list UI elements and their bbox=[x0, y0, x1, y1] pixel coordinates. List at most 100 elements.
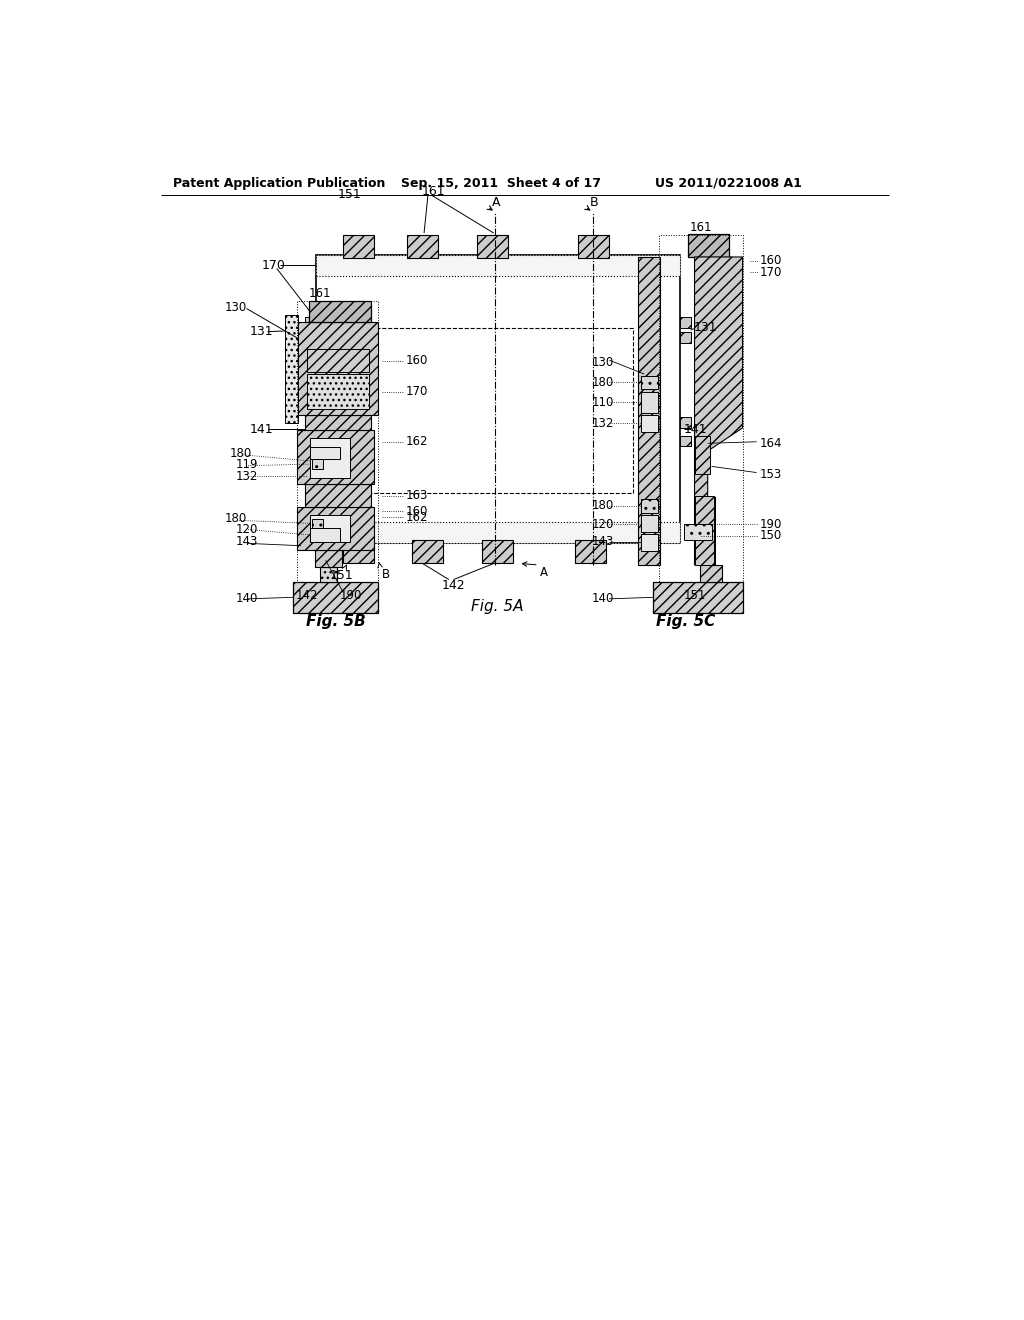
Bar bbox=[286, 314, 298, 422]
Text: 120: 120 bbox=[236, 523, 258, 536]
Text: 160: 160 bbox=[760, 255, 782, 268]
Bar bbox=[315, 521, 680, 544]
Text: 110: 110 bbox=[592, 396, 613, 409]
Polygon shape bbox=[694, 257, 742, 565]
Bar bbox=[694, 436, 710, 474]
Bar bbox=[305, 436, 315, 446]
Text: 151: 151 bbox=[330, 569, 353, 582]
Text: 140: 140 bbox=[236, 593, 258, 606]
Bar bbox=[641, 392, 658, 412]
Bar bbox=[307, 350, 369, 372]
Bar bbox=[343, 540, 374, 564]
Text: 130: 130 bbox=[225, 301, 247, 314]
Text: 180: 180 bbox=[592, 376, 613, 389]
Bar bbox=[482, 540, 513, 564]
Bar bbox=[680, 333, 690, 343]
Bar bbox=[641, 376, 658, 389]
Text: 170: 170 bbox=[406, 385, 428, 399]
Bar bbox=[311, 459, 323, 469]
Bar bbox=[343, 235, 374, 257]
Text: 161: 161 bbox=[690, 222, 713, 234]
Bar bbox=[315, 255, 680, 544]
Bar bbox=[293, 582, 378, 612]
Bar bbox=[641, 535, 658, 552]
Text: Fig. 5A: Fig. 5A bbox=[471, 599, 524, 614]
Text: 162: 162 bbox=[406, 511, 428, 524]
Bar bbox=[315, 255, 680, 276]
Text: 153: 153 bbox=[760, 467, 782, 480]
Text: 164: 164 bbox=[760, 437, 782, 450]
Text: 130: 130 bbox=[592, 356, 613, 370]
Bar bbox=[297, 507, 375, 549]
Text: 190: 190 bbox=[760, 517, 782, 531]
Bar bbox=[297, 301, 378, 582]
Text: 142: 142 bbox=[296, 589, 318, 602]
Text: 180: 180 bbox=[592, 499, 613, 512]
Text: 170: 170 bbox=[760, 265, 782, 279]
Bar bbox=[305, 417, 315, 428]
Text: 132: 132 bbox=[592, 417, 613, 430]
Bar bbox=[305, 333, 315, 343]
Bar bbox=[310, 438, 349, 478]
Text: 120: 120 bbox=[592, 517, 613, 531]
Text: 143: 143 bbox=[592, 536, 613, 548]
Bar bbox=[362, 327, 633, 494]
Bar bbox=[658, 235, 742, 582]
Bar bbox=[297, 430, 375, 484]
Text: 132: 132 bbox=[236, 470, 258, 483]
Text: 131: 131 bbox=[250, 325, 273, 338]
Text: 141: 141 bbox=[250, 422, 273, 436]
Bar bbox=[477, 235, 508, 257]
Text: 160: 160 bbox=[406, 504, 428, 517]
Text: 151: 151 bbox=[337, 187, 361, 201]
Bar bbox=[641, 414, 658, 432]
Text: 163: 163 bbox=[406, 490, 428, 502]
Text: US 2011/0221008 A1: US 2011/0221008 A1 bbox=[655, 177, 802, 190]
Bar bbox=[575, 540, 606, 564]
Bar bbox=[684, 524, 712, 540]
Bar bbox=[688, 234, 729, 257]
Bar bbox=[638, 257, 659, 565]
Bar bbox=[321, 566, 337, 582]
Bar bbox=[680, 417, 690, 428]
Text: 180: 180 bbox=[225, 512, 247, 525]
Text: 151: 151 bbox=[683, 589, 706, 602]
Text: B: B bbox=[381, 568, 389, 581]
Text: B: B bbox=[590, 195, 598, 209]
Text: 142: 142 bbox=[441, 579, 465, 593]
Text: 150: 150 bbox=[760, 529, 782, 543]
Text: A: A bbox=[493, 195, 501, 209]
Text: 170: 170 bbox=[261, 259, 285, 272]
Bar bbox=[305, 414, 371, 430]
Text: 161: 161 bbox=[422, 185, 445, 198]
Bar bbox=[305, 317, 315, 327]
Text: 161: 161 bbox=[308, 286, 331, 300]
Bar bbox=[653, 582, 742, 612]
Bar bbox=[578, 235, 608, 257]
Text: 140: 140 bbox=[592, 593, 613, 606]
Bar bbox=[413, 540, 443, 564]
Text: Fig. 5B: Fig. 5B bbox=[306, 614, 366, 630]
Text: 160: 160 bbox=[406, 354, 428, 367]
Text: Patent Application Publication: Patent Application Publication bbox=[173, 177, 385, 190]
Text: Sep. 15, 2011  Sheet 4 of 17: Sep. 15, 2011 Sheet 4 of 17 bbox=[400, 177, 601, 190]
Bar bbox=[310, 528, 340, 543]
Bar bbox=[407, 235, 438, 257]
Bar bbox=[308, 301, 371, 322]
Text: A: A bbox=[541, 566, 548, 579]
Bar bbox=[305, 484, 371, 507]
Bar bbox=[314, 549, 342, 566]
Bar bbox=[680, 436, 690, 446]
Bar bbox=[307, 374, 369, 409]
Text: 119: 119 bbox=[236, 458, 258, 471]
Bar bbox=[641, 515, 658, 532]
Text: 162: 162 bbox=[406, 436, 428, 449]
Bar bbox=[694, 496, 714, 565]
Bar bbox=[700, 565, 722, 582]
Bar bbox=[310, 447, 340, 459]
Bar bbox=[311, 519, 323, 528]
Text: 141: 141 bbox=[684, 422, 708, 436]
Text: 131: 131 bbox=[693, 321, 718, 334]
Bar bbox=[297, 322, 378, 414]
Text: 190: 190 bbox=[340, 589, 361, 602]
